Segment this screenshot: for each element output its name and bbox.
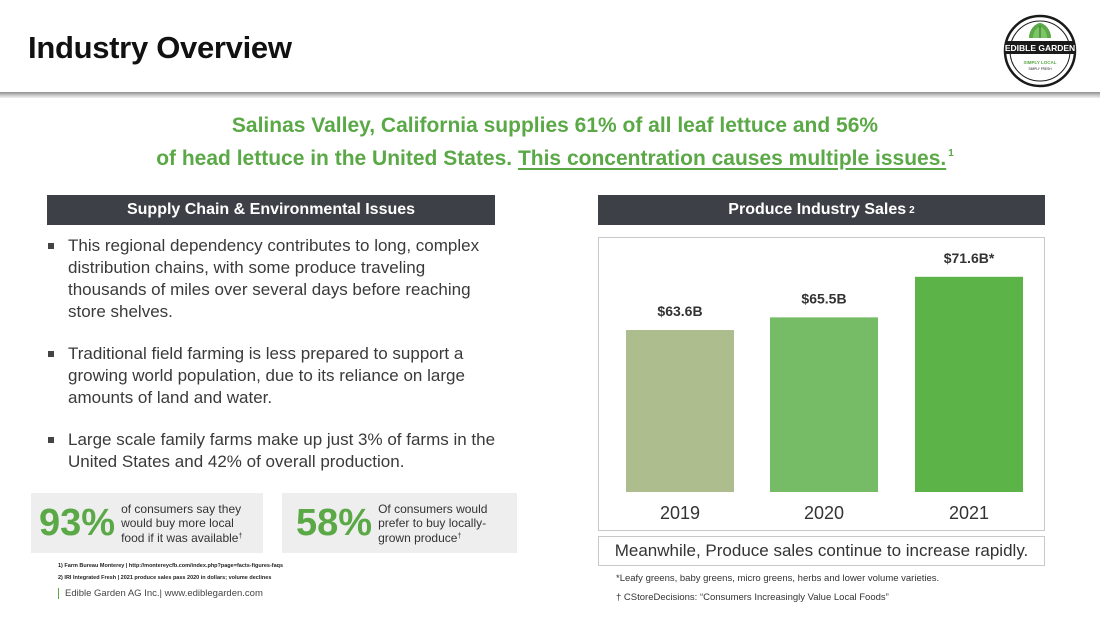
footnote-1: 1) Farm Bureau Monterey | http://montere… bbox=[58, 563, 284, 569]
supply-chain-header: Supply Chain & Environmental Issues bbox=[47, 195, 495, 225]
lettuce-leaf-icon bbox=[1029, 23, 1051, 38]
title-divider bbox=[0, 92, 1100, 98]
headline-footnote-ref: 1 bbox=[948, 148, 954, 159]
bullet-item: Traditional field farming is less prepar… bbox=[48, 343, 498, 409]
footnote-2: 2) IRI Integrated Fresh | 2021 produce s… bbox=[58, 575, 272, 581]
bar-2020 bbox=[770, 317, 878, 492]
sales-chart-header: Produce Industry Sales 2 bbox=[598, 195, 1045, 225]
bar-2021 bbox=[915, 276, 1023, 492]
company-logo: EDIBLE GARDEN SIMPLY LOCAL SIMPLY FRESH bbox=[1003, 14, 1077, 88]
headline: Salinas Valley, California supplies 61% … bbox=[0, 112, 1100, 173]
chart-canvas: $63.6B 2019 $65.5B 2020 $71.6B* 2021 bbox=[626, 250, 1023, 523]
headline-line-2-start: of head lettuce in the United States. bbox=[156, 147, 513, 170]
sales-chart-header-label: Produce Industry Sales bbox=[728, 201, 907, 218]
bar-2019 bbox=[626, 330, 734, 492]
stat-value: 58% bbox=[296, 501, 373, 544]
x-tick-label-2019: 2019 bbox=[660, 503, 700, 523]
stat-value: 93% bbox=[39, 501, 116, 544]
sales-bar-chart: $63.6B 2019 $65.5B 2020 $71.6B* 2021 bbox=[598, 237, 1045, 531]
stat-description: of consumers say they would buy more loc… bbox=[121, 501, 243, 545]
page-title: Industry Overview bbox=[28, 30, 292, 65]
data-label-2021: $71.6B* bbox=[944, 250, 995, 266]
logo-text: EDIBLE GARDEN bbox=[1005, 43, 1075, 53]
chart-caption-text: Meanwhile, Produce sales continue to inc… bbox=[614, 541, 1029, 560]
bullet-item: This regional dependency contributes to … bbox=[48, 235, 498, 323]
supply-chain-header-label: Supply Chain & Environmental Issues bbox=[126, 201, 416, 218]
chart-note-2: † CStoreDecisions: “Consumers Increasing… bbox=[616, 592, 889, 603]
data-label-2020: $65.5B bbox=[801, 290, 846, 306]
issues-bullet-list: This regional dependency contributes to … bbox=[48, 235, 498, 493]
stat-card-93: 93% of consumers say they would buy more… bbox=[31, 493, 263, 553]
headline-line-1: Salinas Valley, California supplies 61% … bbox=[231, 114, 879, 137]
chart-note-1: *Leafy greens, baby greens, micro greens… bbox=[616, 573, 940, 584]
bullet-item: Large scale family farms make up just 3%… bbox=[48, 429, 498, 473]
headline-line-2: of head lettuce in the United States. Th… bbox=[0, 140, 1100, 173]
logo-subtagline: SIMPLY FRESH bbox=[1028, 67, 1052, 71]
headline-issues-link: This concentration causes multiple issue… bbox=[517, 147, 947, 170]
chart-caption: Meanwhile, Produce sales continue to inc… bbox=[598, 536, 1045, 566]
stat-card-58: 58% Of consumers would prefer to buy loc… bbox=[282, 493, 517, 553]
sales-chart-footnote-ref: 2 bbox=[909, 204, 915, 216]
stat-description: Of consumers would prefer to buy locally… bbox=[378, 501, 488, 545]
x-tick-label-2021: 2021 bbox=[949, 503, 989, 523]
logo-tagline: SIMPLY LOCAL bbox=[1023, 60, 1056, 65]
company-footer: Edible Garden AG Inc.| www.ediblegarden.… bbox=[58, 588, 263, 599]
x-tick-label-2020: 2020 bbox=[804, 503, 844, 523]
data-label-2019: $63.6B bbox=[657, 303, 702, 319]
